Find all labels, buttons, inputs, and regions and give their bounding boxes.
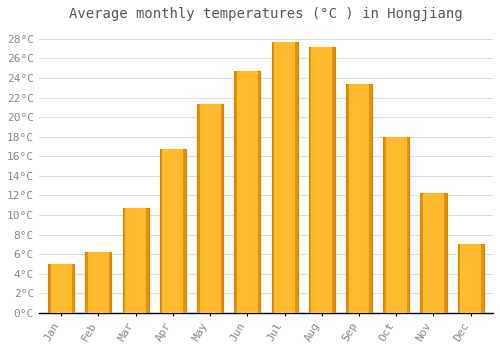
Bar [274,42,295,313]
Bar [386,137,406,313]
Bar [234,71,260,313]
Bar [86,252,112,313]
Bar [346,84,372,313]
Bar [88,252,109,313]
Bar [125,208,146,313]
Bar [458,244,483,313]
Bar [272,42,297,313]
Bar [237,71,258,313]
Bar [122,208,148,313]
Bar [197,104,223,313]
Bar [200,104,220,313]
Bar [420,194,446,313]
Bar [312,47,332,313]
Bar [348,84,370,313]
Bar [162,149,184,313]
Bar [50,264,71,313]
Title: Average monthly temperatures (°C ) in Hongjiang: Average monthly temperatures (°C ) in Ho… [69,7,462,21]
Bar [48,264,74,313]
Bar [460,244,481,313]
Bar [423,194,444,313]
Bar [308,47,335,313]
Bar [160,149,186,313]
Bar [383,137,409,313]
